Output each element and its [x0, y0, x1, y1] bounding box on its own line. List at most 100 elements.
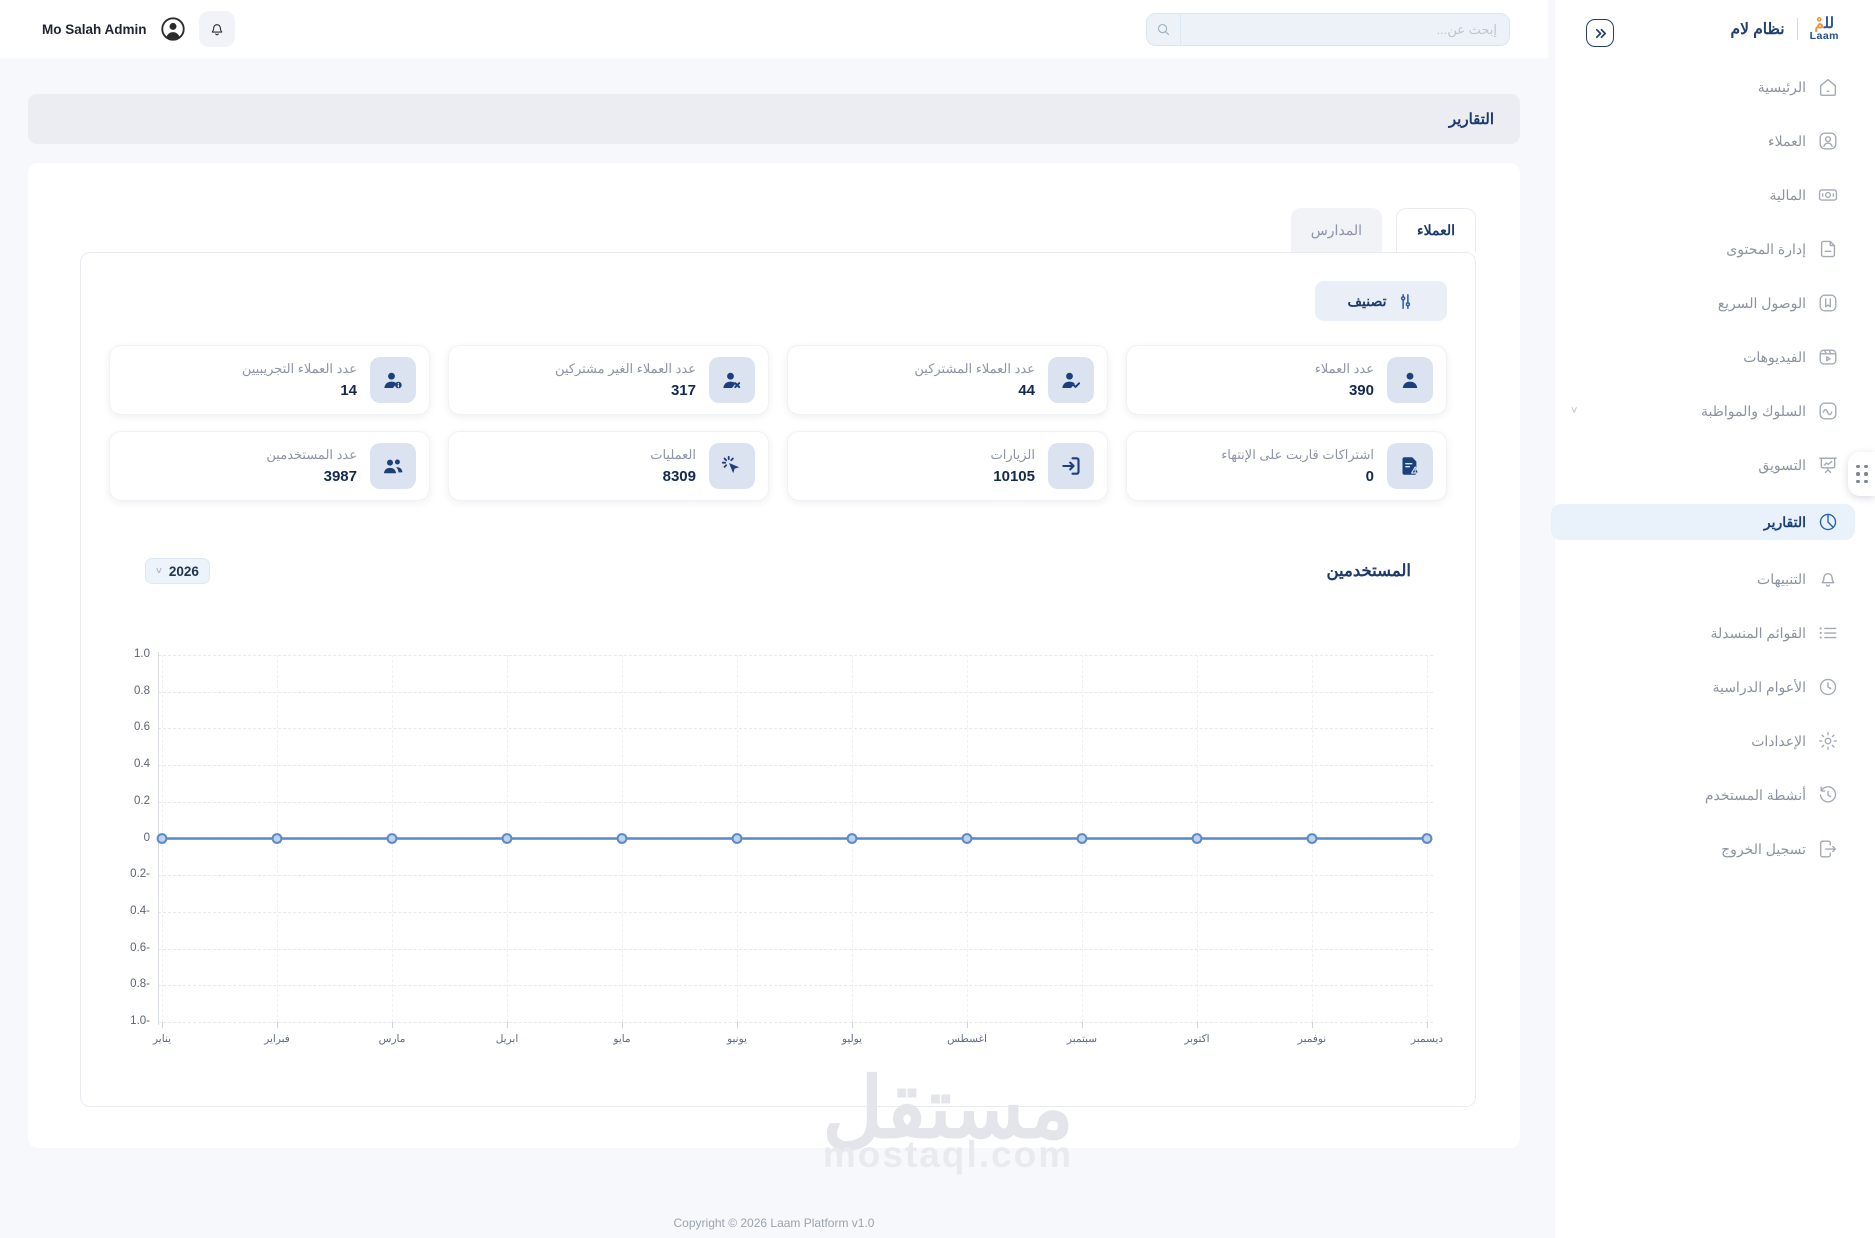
chart-plot-area: 1.0 0.8 0.6 0.4 0.2 0 0.2- 0.4- 0.6- 0.8- 1.0- يناي…: [130, 648, 1443, 1045]
x-axis-label: سبتمبر: [1066, 1033, 1098, 1045]
year-value: 2026: [168, 563, 199, 579]
sidebar-item-label: التقارير: [1763, 513, 1806, 530]
sidebar-item-home[interactable]: الرئيسية: [1571, 72, 1839, 102]
search-input[interactable]: [1181, 13, 1509, 45]
sidebar-item-behavior[interactable]: السلوك والمواظبة ˅: [1571, 396, 1839, 426]
stat-card: عدد العملاء الغير مشتركين 317: [448, 345, 769, 415]
sidebar-item-label: الوصول السريع: [1717, 294, 1806, 311]
filter-button[interactable]: تصنيف: [1315, 281, 1447, 321]
logo-arabic: للمْ: [1814, 15, 1835, 33]
gridline-horizontal: [158, 728, 1433, 730]
gridline-horizontal: [158, 875, 1433, 877]
logo-latin: Laam: [1809, 30, 1839, 43]
data-point-marker: [1421, 833, 1433, 844]
y-axis-label: 0.4: [134, 758, 150, 771]
stat-value: 8309: [662, 468, 696, 485]
s-file-warning-icon: [1387, 443, 1433, 489]
x-axis-tick: [1312, 1022, 1313, 1028]
gridline-horizontal: [158, 1022, 1433, 1023]
stat-value: 0: [1365, 468, 1374, 485]
history-icon: [1817, 784, 1839, 806]
sidebar-item-clients[interactable]: العملاء: [1571, 126, 1839, 156]
sidebar-item-videos[interactable]: الفيديوهات: [1571, 342, 1839, 372]
stat-label: عدد العملاء الغير مشتركين: [554, 361, 696, 376]
y-axis-label: 0.6: [134, 721, 150, 734]
stat-card: عدد العملاء التجريبيين 14: [109, 345, 430, 415]
x-axis-tick: [1427, 1022, 1428, 1028]
sidebar-item-quick-access[interactable]: الوصول السريع: [1571, 288, 1839, 318]
data-point-marker: [1076, 833, 1088, 844]
sidebar-item-marketing[interactable]: التسويق: [1571, 450, 1839, 480]
x-axis-label: اغسطس: [947, 1033, 987, 1045]
content-icon: [1817, 238, 1839, 260]
sidebar-item-reports[interactable]: التقارير: [1551, 504, 1855, 540]
gridline-horizontal: [158, 765, 1433, 767]
drag-handle[interactable]: [1848, 452, 1875, 496]
x-axis-tick: [737, 1022, 738, 1028]
tab-clients[interactable]: العملاء: [1396, 208, 1476, 252]
x-axis-label: اكتوبر: [1184, 1033, 1210, 1045]
data-point-marker: [386, 833, 398, 844]
sidebar-item-label: أنشطة المستخدم: [1704, 786, 1806, 803]
x-axis-tick: [162, 1022, 163, 1028]
data-point-marker: [731, 833, 743, 844]
x-axis-label: فبراير: [264, 1033, 290, 1045]
x-axis-label: يونيو: [727, 1033, 747, 1045]
clients-panel: تصنيف عدد العملاء 390 عدد العملاء المشتركي…: [80, 252, 1476, 1107]
stat-value: 317: [670, 382, 696, 399]
s-login-icon: [1048, 443, 1094, 489]
sidebar-item-academic-years[interactable]: الأعوام الدراسية: [1571, 672, 1839, 702]
x-axis-label: ابريل: [495, 1033, 519, 1045]
sidebar-collapse-button[interactable]: [1586, 19, 1614, 47]
sidebar-item-logout[interactable]: تسجيل الخروج: [1571, 834, 1839, 864]
x-axis-label: مارس: [378, 1033, 406, 1045]
system-name: نظام لام: [1730, 20, 1785, 38]
money-icon: [1817, 184, 1839, 206]
user-cluster[interactable]: Mo Salah Admin: [42, 11, 235, 47]
year-select[interactable]: 2026 ˅: [145, 558, 210, 584]
stat-label: الزيارات: [990, 447, 1035, 462]
sidebar-item-notifications[interactable]: التنبيهات: [1571, 564, 1839, 594]
sidebar-item-user-activities[interactable]: أنشطة المستخدم: [1571, 780, 1839, 810]
stat-label: العمليات: [650, 447, 696, 462]
x-axis-label: نوفمبر: [1297, 1033, 1327, 1045]
y-axis-label: 0.4-: [130, 904, 150, 917]
data-point-marker: [616, 833, 628, 844]
sidebar-item-settings[interactable]: الإعدادات: [1571, 726, 1839, 756]
x-axis-label: ديسمبر: [1411, 1033, 1443, 1045]
x-axis-tick: [277, 1022, 278, 1028]
gridline-horizontal: [158, 691, 1433, 693]
x-axis-tick: [622, 1022, 623, 1028]
y-axis-label: 0.8: [134, 684, 150, 697]
stat-card: عدد العملاء 390: [1126, 345, 1447, 415]
y-axis-label: 0.2-: [130, 868, 150, 881]
sidebar: للمْ Laam نظام لام الرئيسية العملاء المالي…: [1551, 0, 1875, 1238]
stat-value: 44: [1018, 382, 1035, 399]
list-icon: [1817, 622, 1839, 644]
s-user-x-icon: [709, 357, 755, 403]
x-axis-tick: [852, 1022, 853, 1028]
content: التقارير العملاء المدارس تصنيف عدد العمل…: [0, 58, 1548, 1148]
sidebar-item-label: الفيديوهات: [1743, 348, 1806, 365]
sidebar-item-label: العملاء: [1768, 132, 1806, 149]
s-user-info-icon: [370, 357, 416, 403]
gear-icon: [1817, 730, 1839, 752]
sidebar-item-content-mgmt[interactable]: إدارة المحتوى: [1571, 234, 1839, 264]
main-area: Mo Salah Admin التقارير العملاء المدارس …: [0, 11, 1548, 1230]
sidebar-item-label: السلوك والمواظبة: [1701, 402, 1806, 419]
notifications-bell-icon[interactable]: [198, 11, 235, 47]
tab-schools[interactable]: المدارس: [1290, 208, 1383, 252]
s-user-check-icon: [1048, 357, 1094, 403]
stat-value: 390: [1348, 382, 1374, 399]
page-title: التقارير: [1448, 111, 1494, 128]
sidebar-item-label: الأعوام الدراسية: [1712, 678, 1806, 695]
x-axis-tick: [1197, 1022, 1198, 1028]
gridline-horizontal: [158, 911, 1433, 913]
stat-label: عدد العملاء التجريبيين: [241, 361, 357, 376]
chart-header: المستخدمين 2026 ˅: [145, 555, 1411, 587]
stat-card: اشتراكات قاربت على الإنتهاء 0: [1126, 431, 1447, 501]
sidebar-item-dropdown-lists[interactable]: القوائم المنسدلة: [1571, 618, 1839, 648]
reports-card: العملاء المدارس تصنيف عدد العملاء 390 عدد …: [28, 163, 1520, 1148]
sidebar-item-finance[interactable]: المالية: [1571, 180, 1839, 210]
filter-label: تصنيف: [1347, 292, 1387, 309]
